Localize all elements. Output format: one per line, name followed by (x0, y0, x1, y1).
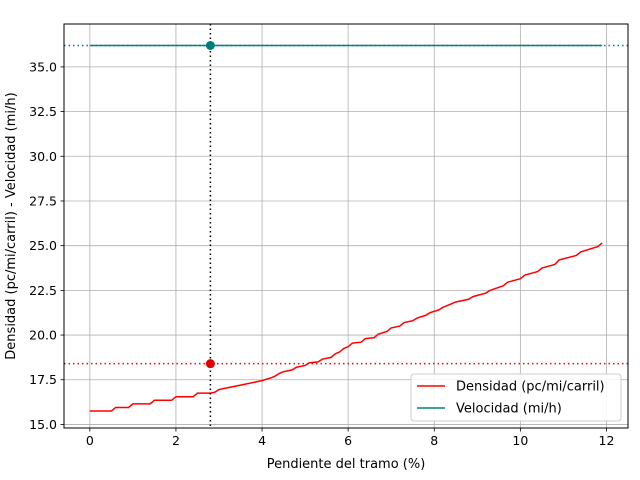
x-tick-label: 12 (599, 433, 615, 448)
markers (205, 40, 215, 369)
legend-label-density: Densidad (pc/mi/carril) (456, 380, 605, 395)
y-tick-label: 25.0 (29, 238, 57, 253)
x-axis-ticks: 0 2 4 6 8 10 12 (86, 428, 615, 448)
grid (64, 24, 628, 428)
y-tick-label: 17.5 (29, 372, 57, 387)
y-tick-label: 30.0 (29, 149, 57, 164)
y-tick-label: 32.5 (29, 104, 57, 119)
reference-lines (64, 24, 628, 428)
y-axis-label: Densidad (pc/mi/carril) - Velocidad (mi/… (4, 92, 19, 359)
x-tick-label: 10 (512, 433, 528, 448)
legend-label-speed: Velocidad (mi/h) (456, 402, 562, 417)
y-tick-label: 20.0 (29, 328, 57, 343)
x-tick-label: 2 (172, 433, 180, 448)
x-axis-label: Pendiente del tramo (%) (267, 457, 426, 472)
legend: Densidad (pc/mi/carril) Velocidad (mi/h) (410, 373, 622, 422)
legend-box (410, 373, 622, 422)
y-tick-label: 27.5 (29, 193, 57, 208)
x-tick-label: 8 (430, 433, 438, 448)
speed-marker (205, 40, 215, 50)
y-axis-ticks: 15.0 17.5 20.0 22.5 25.0 27.5 30.0 32.5 35.0 (29, 59, 64, 432)
series-layer (89, 44, 603, 412)
plot-frame (63, 23, 629, 429)
density-marker (205, 359, 215, 369)
y-tick-label: 35.0 (29, 59, 57, 74)
y-tick-label: 15.0 (29, 417, 57, 432)
y-tick-label: 22.5 (29, 283, 57, 298)
x-tick-label: 4 (258, 433, 266, 448)
x-tick-label: 6 (344, 433, 352, 448)
x-tick-label: 0 (86, 433, 94, 448)
